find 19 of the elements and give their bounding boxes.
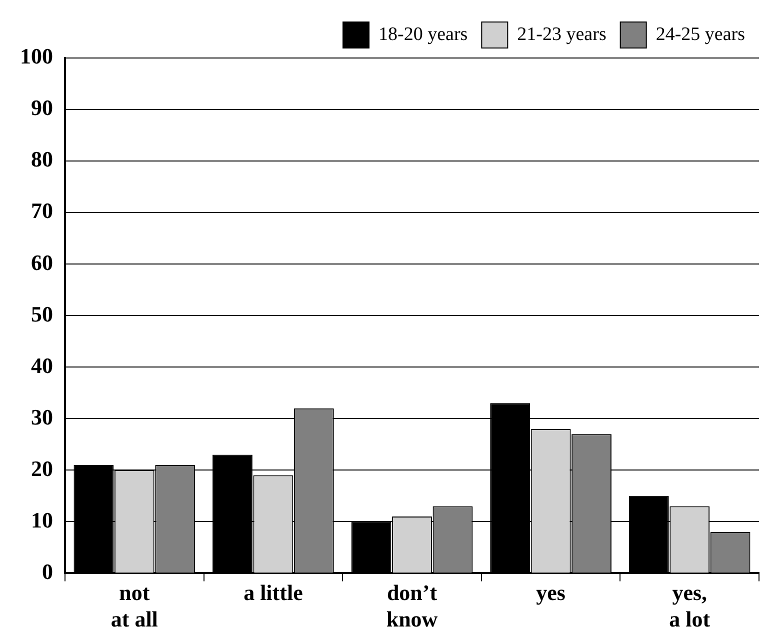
y-tick-label: 30 xyxy=(31,404,53,430)
y-tick-label: 70 xyxy=(31,198,53,224)
legend-label: 24-25 years xyxy=(656,24,746,45)
y-tick-label: 60 xyxy=(31,250,53,275)
x-tick-label: don’t know xyxy=(386,580,438,632)
x-tick-label: yes xyxy=(536,580,566,606)
y-tick-label: 80 xyxy=(31,146,53,172)
x-tick-label: yes, a lot xyxy=(669,580,711,632)
x-tick-label: not at all xyxy=(110,580,158,632)
y-tick-label: 10 xyxy=(31,507,53,532)
y-tick-label: 100 xyxy=(20,44,53,69)
y-tick-label: 90 xyxy=(31,95,53,120)
y-tick-label: 20 xyxy=(31,456,53,481)
y-tick-label: 50 xyxy=(31,301,53,326)
legend-label: 21-23 years xyxy=(517,24,606,45)
legend-label: 18-20 years xyxy=(378,24,468,45)
y-tick-label: 0 xyxy=(42,558,53,584)
x-tick-label: a little xyxy=(244,580,304,606)
y-tick-label: 40 xyxy=(31,352,53,378)
